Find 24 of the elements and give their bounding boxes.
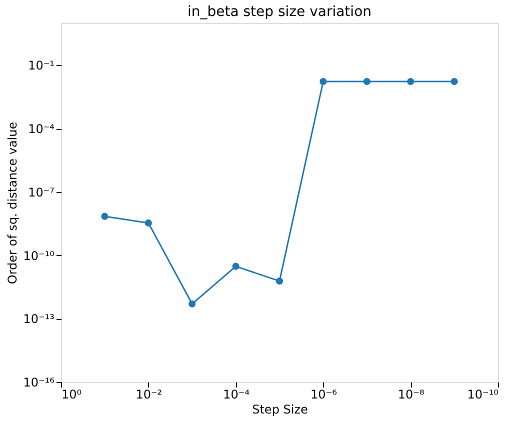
x-tick-label: 10⁻⁴: [223, 388, 250, 402]
y-axis-title: Order of sq. distance value: [5, 122, 20, 284]
point: [320, 78, 327, 86]
y-tick-label: 10⁻⁷: [28, 185, 55, 200]
point: [407, 78, 414, 86]
x-tick-label: 10⁻¹⁰: [467, 388, 499, 402]
chart-title: in_beta step size variation: [187, 4, 372, 20]
point: [101, 212, 108, 220]
y-tick-label: 10⁻⁴: [28, 122, 55, 136]
x-axis-title: Step Size: [252, 402, 308, 416]
point: [232, 262, 240, 270]
x-tick-label: 10⁻⁶: [310, 388, 338, 402]
point: [450, 78, 458, 86]
point: [276, 278, 284, 285]
point: [144, 219, 152, 226]
y-tick-label: 10⁻¹⁶: [23, 376, 55, 390]
y-tick-label: 10⁻¹: [28, 58, 55, 73]
x-tick-label: 10⁻²: [136, 388, 162, 402]
y-tick-label: 10⁻¹⁰: [23, 248, 55, 263]
y-tick-label: 10⁻¹³: [23, 312, 55, 326]
x-tick-label: 10⁻⁸: [398, 388, 424, 402]
x-tick-label: 10⁰: [62, 388, 82, 402]
point: [188, 300, 196, 308]
point: [363, 78, 370, 86]
